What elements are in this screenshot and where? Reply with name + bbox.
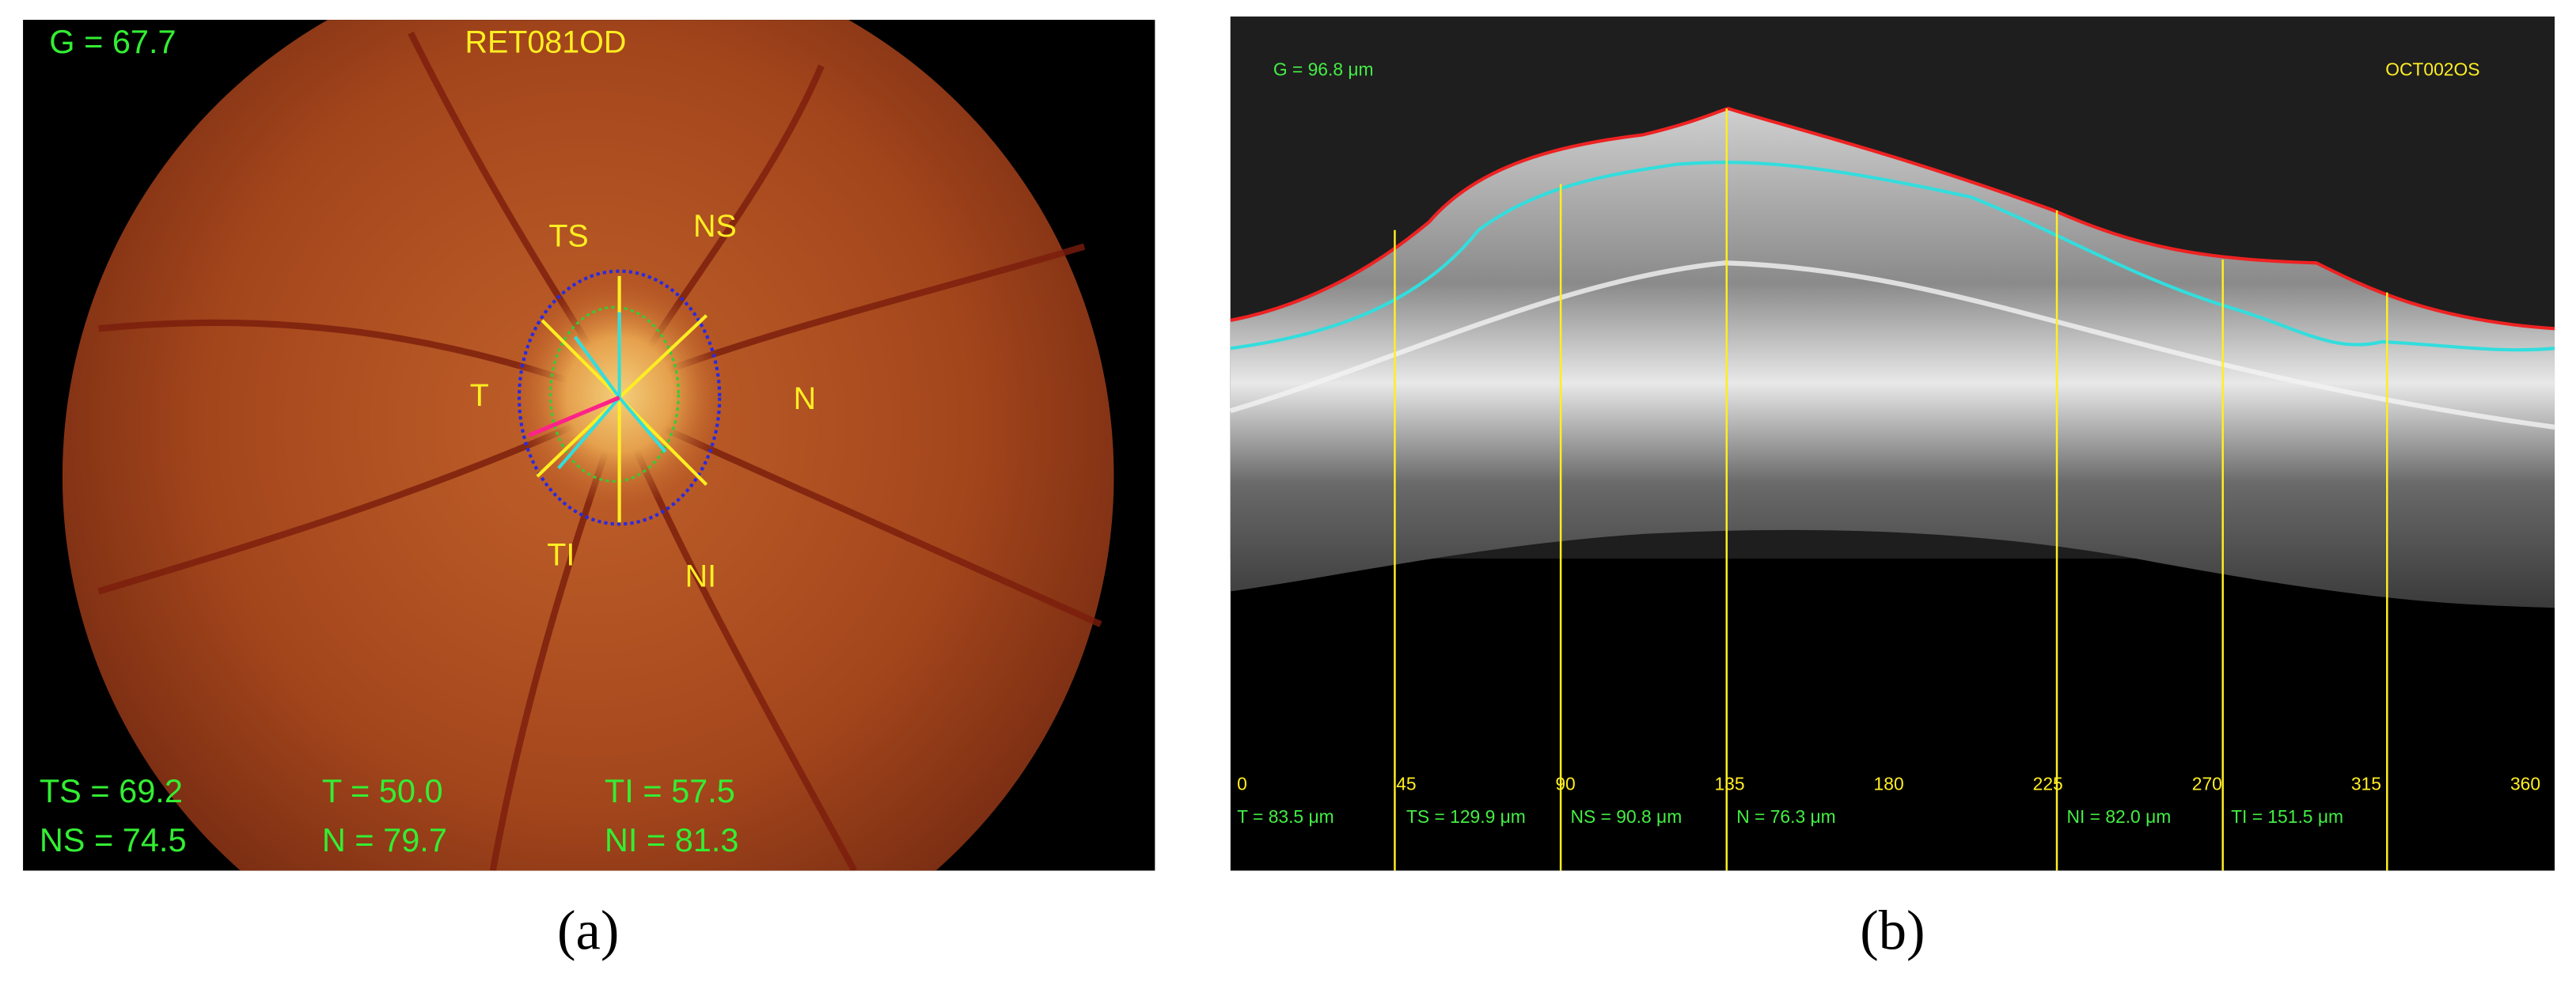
oct-panel: G = 96.8 μm OCT002OS T = 83.5 μm TS = 12… (1229, 16, 2555, 871)
measurement: NI = 81.3 (605, 821, 739, 858)
measurement: NS = 90.8 μm (1571, 806, 1683, 827)
sector-label: NS (693, 209, 737, 244)
sector-label: N (794, 381, 816, 416)
sector-label: TS (548, 219, 588, 254)
disc-boundary (517, 269, 722, 526)
measurement: TI = 151.5 μm (2231, 806, 2343, 827)
measurement: NS = 74.5 (40, 821, 187, 858)
fundus-panel: G = 67.7 RET081OD TS NS T N TI NI TS = 6… (23, 20, 1155, 871)
angle-label: 360 (2510, 773, 2540, 794)
measurement: N = 79.7 (322, 821, 447, 858)
angle-label: 135 (1714, 773, 1744, 794)
cup-lines (557, 312, 667, 470)
rnfl-boundary (1230, 161, 2555, 352)
measurement: NI = 82.0 μm (2066, 806, 2171, 827)
cup-boundary (548, 305, 680, 483)
caption: (a) (557, 900, 619, 962)
measurement: TS = 129.9 μm (1406, 806, 1526, 827)
image-id: RET081OD (465, 25, 626, 60)
bright-layer (1229, 260, 2555, 430)
image-id: OCT002OS (2385, 59, 2479, 79)
angle-label: 90 (1555, 773, 1575, 794)
global-value: G = 67.7 (49, 23, 176, 60)
sector-label: NI (685, 559, 716, 593)
measurement: N = 76.3 μm (1736, 806, 1835, 827)
angle-label: 270 (2192, 773, 2222, 794)
sector-lines (536, 275, 708, 523)
measurement: T = 50.0 (322, 772, 443, 809)
measurement: TI = 57.5 (605, 772, 735, 809)
measurement: TS = 69.2 (40, 772, 183, 809)
global-value: G = 96.8 μm (1273, 59, 1374, 79)
angle-label: 45 (1396, 773, 1416, 794)
caption: (b) (1860, 900, 1925, 962)
sector-lines (1394, 108, 2388, 871)
angle-label: 180 (1874, 773, 1904, 794)
measurement: T = 83.5 μm (1237, 806, 1334, 827)
sector-label: T (470, 378, 489, 413)
sector-label: TI (547, 537, 575, 572)
ilm-boundary (1230, 106, 2555, 331)
angle-label: 225 (2033, 773, 2063, 794)
direction-line (528, 396, 620, 438)
angle-label: 315 (2351, 773, 2381, 794)
angle-label: 0 (1237, 773, 1247, 794)
